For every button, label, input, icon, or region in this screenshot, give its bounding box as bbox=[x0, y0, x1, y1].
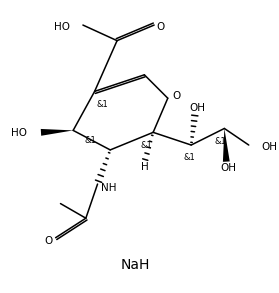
Text: O: O bbox=[157, 22, 165, 32]
Text: &1: &1 bbox=[85, 136, 97, 145]
Text: NaH: NaH bbox=[121, 258, 150, 272]
Text: &1: &1 bbox=[183, 153, 195, 162]
Polygon shape bbox=[41, 129, 73, 136]
Text: OH: OH bbox=[261, 142, 277, 152]
Text: H: H bbox=[141, 163, 149, 173]
Text: &1: &1 bbox=[140, 141, 152, 149]
Text: &1: &1 bbox=[97, 100, 108, 109]
Text: OH: OH bbox=[189, 103, 205, 113]
Text: &1: &1 bbox=[215, 137, 226, 146]
Text: O: O bbox=[45, 236, 53, 246]
Text: NH: NH bbox=[102, 183, 117, 193]
Text: HO: HO bbox=[54, 22, 70, 32]
Text: HO: HO bbox=[11, 128, 27, 138]
Text: O: O bbox=[172, 91, 181, 101]
Polygon shape bbox=[223, 128, 230, 162]
Text: OH: OH bbox=[220, 163, 236, 173]
